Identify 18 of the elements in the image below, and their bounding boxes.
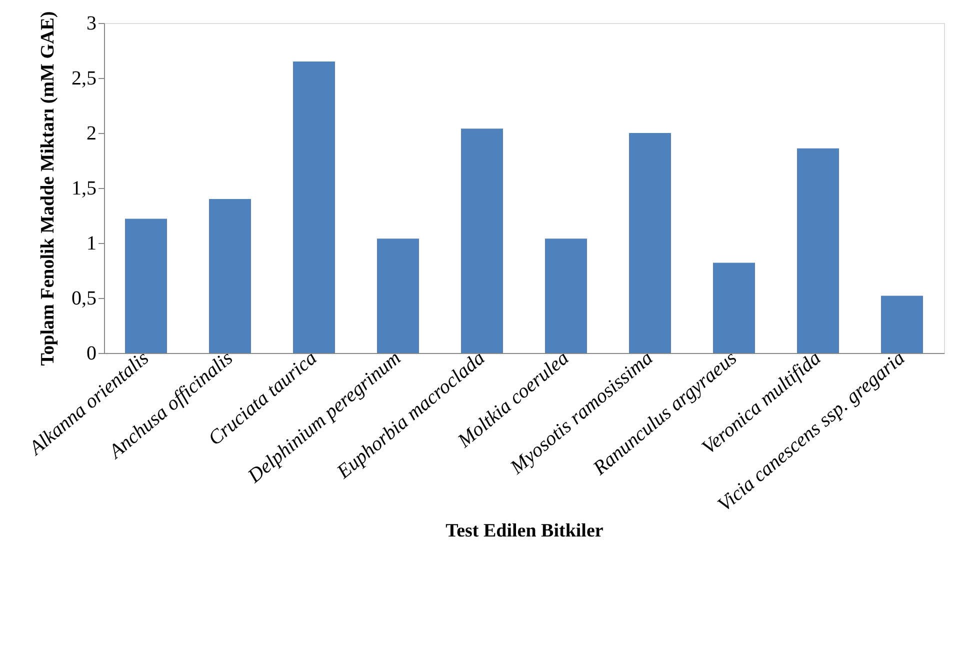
y-tick-label: 3 (86, 12, 96, 34)
bar (125, 218, 167, 353)
y-tick-label: 2 (86, 122, 96, 144)
bar (209, 199, 251, 353)
bar (713, 262, 755, 353)
y-tick-label: 1,5 (72, 178, 96, 200)
bar (545, 238, 587, 353)
x-axis-title: Test Edilen Bitkiler (446, 520, 604, 542)
y-axis-title: Toplam Fenolik Madde Miktarı (mM GAE) (38, 11, 58, 366)
y-tick-label: 2,5 (72, 68, 96, 90)
bar (293, 62, 335, 353)
y-tick-label: 1 (86, 232, 96, 254)
bar (629, 133, 671, 353)
bar (377, 238, 419, 353)
bar (461, 128, 503, 353)
bar (881, 296, 923, 353)
bar (797, 148, 839, 353)
y-tick-label: 0,5 (72, 288, 96, 310)
